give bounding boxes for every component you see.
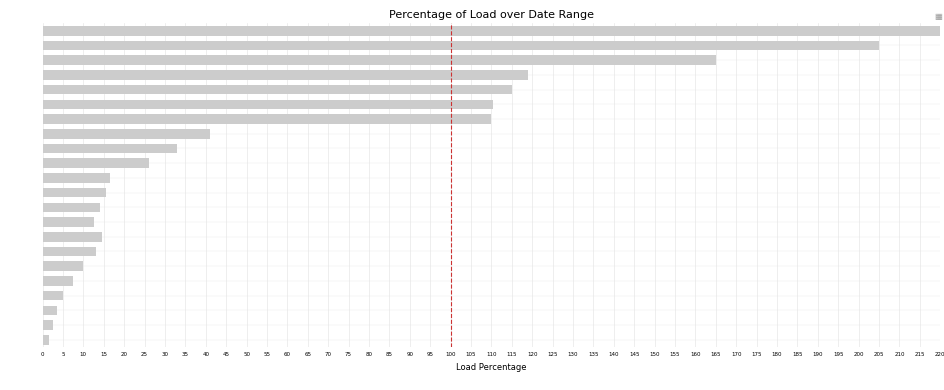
Bar xyxy=(42,26,939,35)
Bar xyxy=(42,247,95,256)
Text: ▦: ▦ xyxy=(934,12,941,21)
Bar xyxy=(42,41,878,50)
Title: Percentage of Load over Date Range: Percentage of Load over Date Range xyxy=(389,10,593,20)
Bar xyxy=(42,217,93,227)
Bar xyxy=(42,320,53,330)
Bar xyxy=(42,144,177,153)
Bar xyxy=(42,70,528,80)
Bar xyxy=(42,261,83,271)
Bar xyxy=(42,114,491,124)
Bar xyxy=(42,173,110,183)
Bar xyxy=(42,335,48,344)
Bar xyxy=(42,188,106,197)
Bar xyxy=(42,291,63,300)
Bar xyxy=(42,158,148,168)
Bar xyxy=(42,129,210,138)
Bar xyxy=(42,85,512,94)
Bar xyxy=(42,99,493,109)
Bar xyxy=(42,276,73,285)
X-axis label: Load Percentage: Load Percentage xyxy=(456,363,526,372)
Bar xyxy=(42,305,57,315)
Bar xyxy=(42,202,99,212)
Bar xyxy=(42,55,716,65)
Bar xyxy=(42,232,102,241)
